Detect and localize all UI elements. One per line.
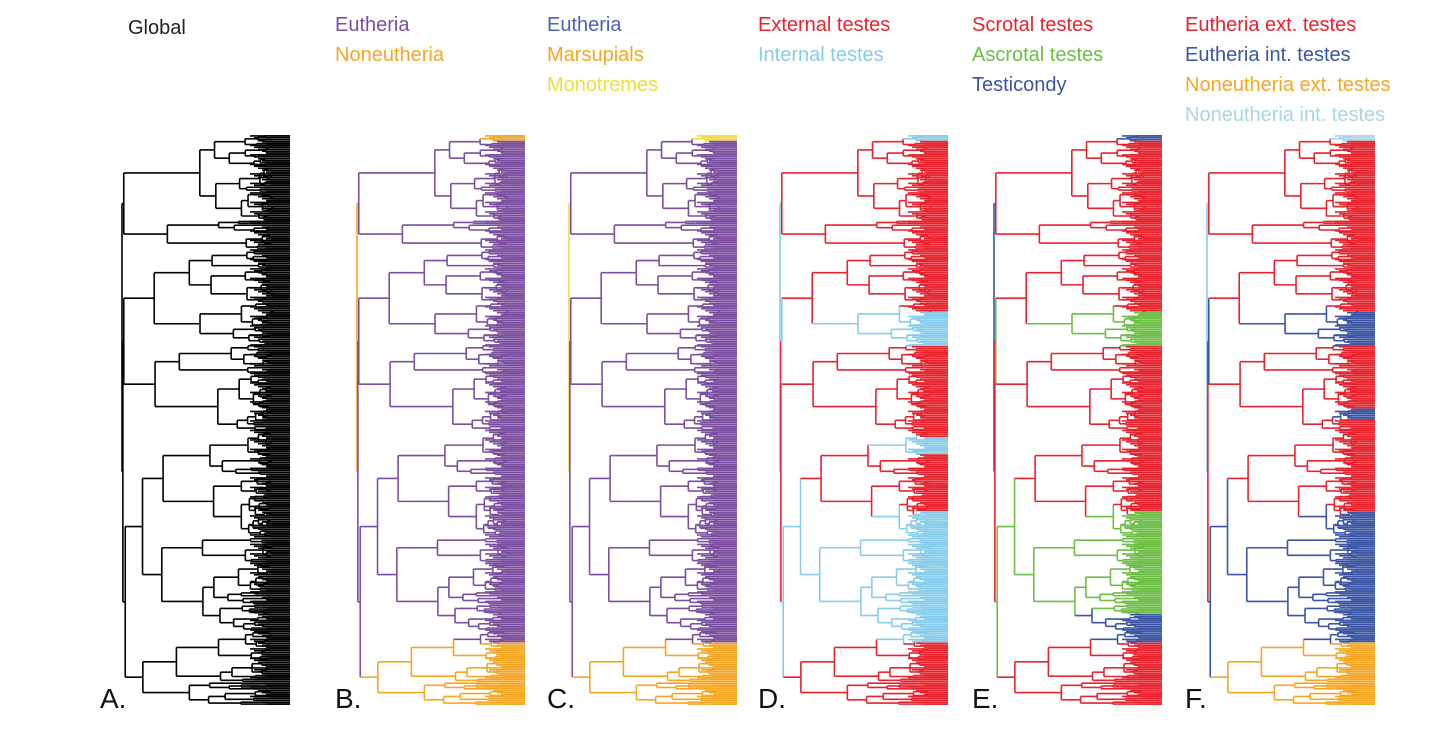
phylogenetic-tree-c bbox=[568, 135, 737, 705]
legend-d: External testes Internal testes bbox=[758, 10, 890, 70]
panel-letter-c: C. bbox=[547, 683, 575, 714]
legend-item: Marsupials bbox=[547, 44, 644, 66]
panel-a: Global A. bbox=[100, 0, 300, 731]
legend-a: Global bbox=[128, 13, 186, 43]
legend-item: Eutheria bbox=[335, 14, 410, 36]
panel-b: Eutheria Noneutheria B. bbox=[335, 0, 535, 731]
legend-item: Internal testes bbox=[758, 44, 884, 66]
legend-item: Eutheria bbox=[547, 14, 622, 36]
legend-item: Global bbox=[128, 17, 186, 39]
panel-d: External testes Internal testes D. bbox=[758, 0, 958, 731]
legend-item: Noneutheria bbox=[335, 44, 444, 66]
panel-letter-b: B. bbox=[335, 683, 362, 714]
legend-item: External testes bbox=[758, 14, 891, 36]
phylogenetic-tree-a bbox=[121, 135, 290, 705]
legend-c: Eutheria Marsupials Monotremes bbox=[547, 10, 658, 100]
phylogenetic-tree-d bbox=[779, 135, 948, 705]
panel-c: Eutheria Marsupials Monotremes C. bbox=[547, 0, 747, 731]
phylogenetic-tree-b bbox=[356, 135, 525, 705]
legend-b: Eutheria Noneutheria bbox=[335, 10, 444, 70]
panel-letter-a: A. bbox=[100, 683, 127, 714]
legend-item: Monotremes bbox=[547, 74, 659, 96]
